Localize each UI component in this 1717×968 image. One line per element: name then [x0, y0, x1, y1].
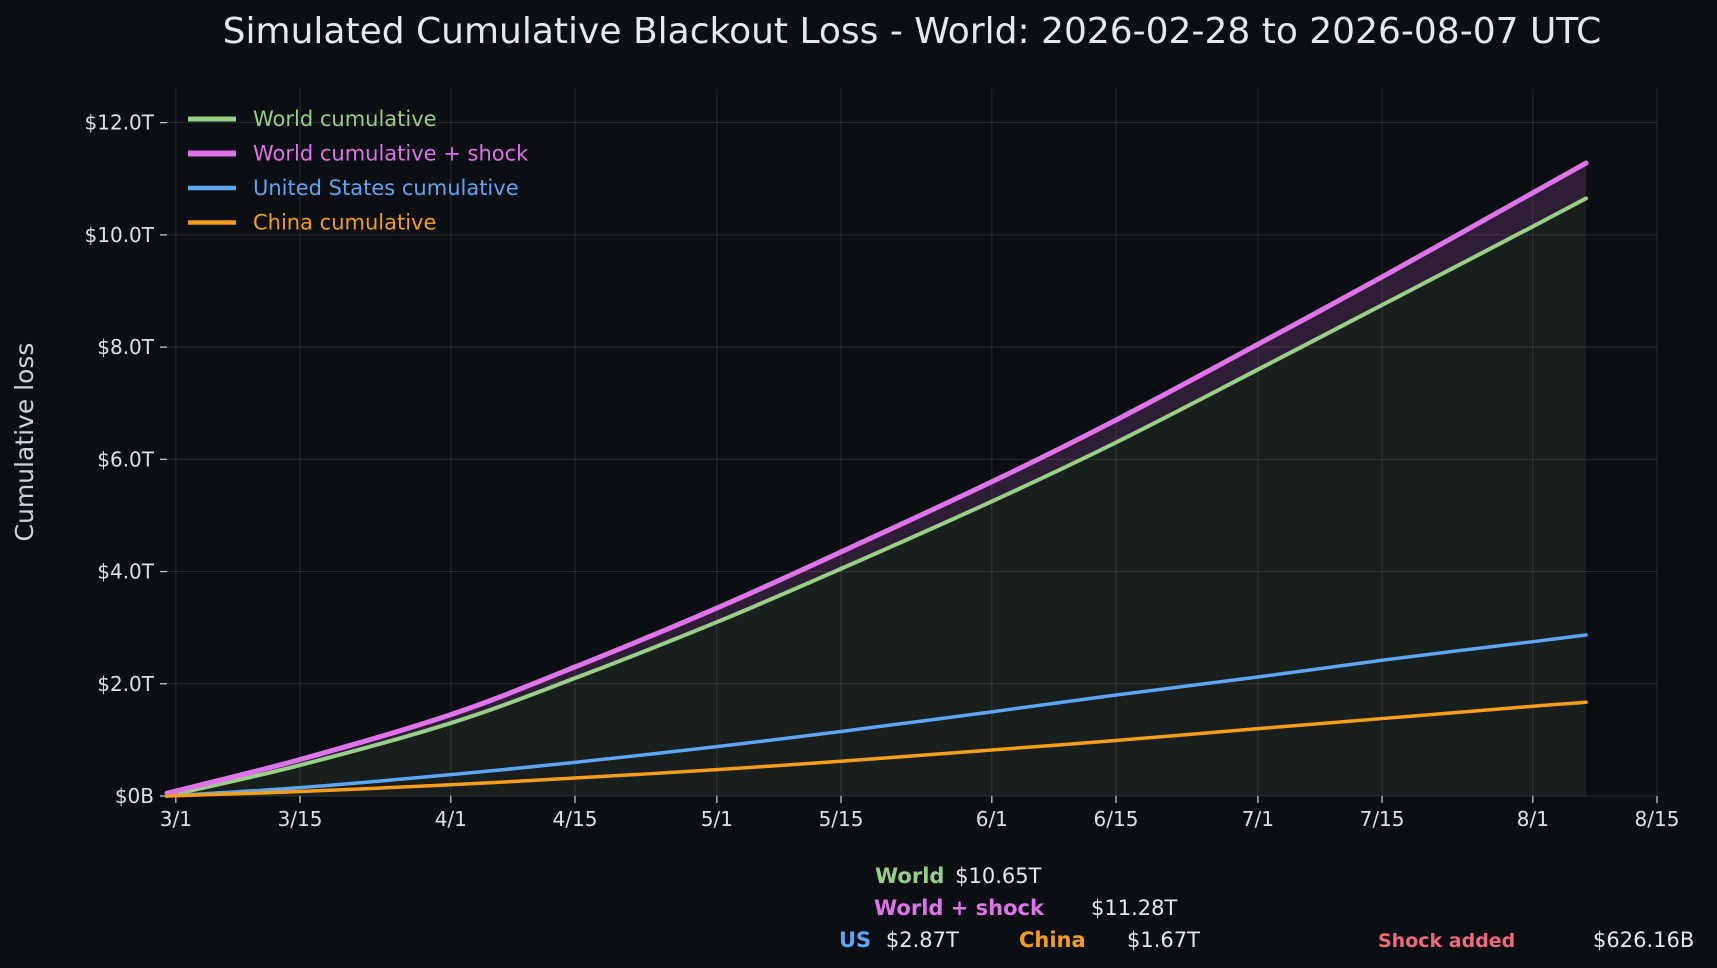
summary-us-label: US: [839, 928, 872, 952]
summary-china: China $1.67T: [1019, 928, 1200, 952]
x-tick-label: 4/15: [553, 807, 598, 831]
x-tick-label: 7/15: [1360, 807, 1405, 831]
x-tick-label: 7/1: [1242, 807, 1274, 831]
legend-label: World cumulative + shock: [253, 142, 529, 166]
series-line: [165, 633, 1588, 798]
summary-shock-value: $11.28T: [1091, 896, 1178, 920]
legend-label: China cumulative: [253, 211, 436, 235]
summary-us-value: $2.87T: [885, 928, 959, 952]
y-axis-label: Cumulative loss: [10, 343, 39, 542]
summary-shock-added-label: Shock added: [1378, 930, 1516, 952]
y-tick-label: $2.0T: [97, 672, 155, 696]
x-tick-label: 3/1: [160, 807, 192, 831]
series-line: [165, 700, 1588, 798]
summary-world: World $10.65T: [875, 864, 1041, 888]
x-tick-label: 8/15: [1635, 807, 1680, 831]
x-tick-label: 6/15: [1094, 807, 1139, 831]
x-tick-label: 8/1: [1517, 807, 1549, 831]
series-line: [164, 160, 1589, 796]
x-tick-label: 4/1: [435, 807, 467, 831]
world-area: [167, 198, 1587, 796]
series-line: [165, 196, 1589, 798]
y-tick-label: $8.0T: [97, 335, 155, 359]
summary-us: US $2.87T: [839, 928, 959, 952]
summary-world-label: World: [875, 864, 945, 888]
summary-shock-added-value: $626.16B: [1593, 928, 1695, 952]
x-tick-label: 6/1: [976, 807, 1008, 831]
chart-title: Simulated Cumulative Blackout Loss - Wor…: [223, 11, 1602, 52]
y-tick-label: $12.0T: [85, 111, 155, 135]
legend: World cumulative World cumulative + shock…: [188, 107, 529, 235]
x-tick-label: 3/15: [278, 807, 323, 831]
summary-china-label: China: [1019, 928, 1086, 952]
y-tick-label: $6.0T: [97, 447, 155, 471]
summary-shock-added: Shock added: [1378, 930, 1515, 952]
x-tick-label: 5/1: [701, 807, 733, 831]
y-tick-label: $10.0T: [85, 223, 155, 247]
x-tick-label: 5/15: [819, 807, 864, 831]
summary-shock-label: World + shock: [874, 896, 1044, 920]
legend-label: United States cumulative: [253, 176, 519, 200]
y-tick-label: $4.0T: [97, 560, 155, 584]
y-tick-label: $0B: [115, 784, 154, 808]
legend-label: World cumulative: [253, 107, 437, 131]
summary-world-value: $10.65T: [955, 864, 1042, 888]
summary-china-value: $1.67T: [1127, 928, 1200, 952]
summary-shock: World + shock $11.28T: [874, 896, 1177, 920]
